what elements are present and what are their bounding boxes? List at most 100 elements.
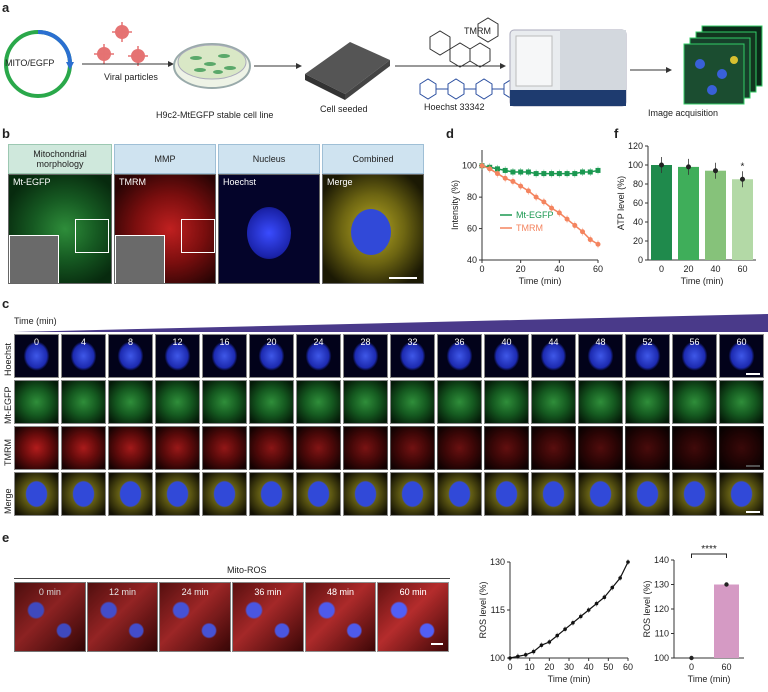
ebar-x-tick-label: 60 [721, 662, 731, 672]
tile-merge-32 [390, 472, 435, 516]
d-legend-label: TMRM [516, 223, 543, 233]
tile-merge-40 [484, 472, 529, 516]
d-point [587, 237, 593, 243]
image-mt-egfp: Mt-EGFP [8, 174, 112, 284]
time-point-label: 52 [642, 337, 653, 347]
tile-hoechst-56: 56 [672, 334, 717, 378]
tile-mt-egfp-12 [155, 380, 200, 424]
tile-merge-4 [61, 472, 106, 516]
d-series-line-1 [481, 165, 599, 245]
row-label-hoechst: Hoechst [3, 342, 13, 376]
f-x-tick-label: 60 [737, 264, 747, 274]
tile-tmrm-24 [296, 426, 341, 470]
ros-time-label: 36 min [254, 587, 282, 597]
row-label-merge: Merge [3, 488, 13, 514]
f-bar-20 [678, 166, 699, 260]
image-merge: Merge [322, 174, 424, 284]
cell-seeded-label: Cell seeded [320, 104, 368, 114]
f-point [713, 168, 718, 174]
ebar-y-tick-label: 140 [654, 555, 669, 565]
eline-x-tick-label: 20 [544, 662, 554, 672]
ros-time-label: 48 min [326, 587, 354, 597]
eline-point [547, 640, 552, 644]
time-point-label: 56 [689, 337, 700, 347]
tile-tmrm-40 [484, 426, 529, 470]
time-point-label: 48 [595, 337, 606, 347]
eline-y-tick-label: 115 [491, 605, 505, 615]
d-point [556, 171, 562, 177]
eline-point [508, 656, 512, 660]
eline-point [594, 601, 599, 606]
tmrm-label: TMRM [464, 26, 491, 36]
f-point [659, 162, 664, 168]
d-point [533, 194, 539, 200]
ros-image-24-min: 24 min [159, 582, 231, 652]
tile-merge-24 [296, 472, 341, 516]
panel-c-letter: c [2, 296, 10, 311]
tile-mt-egfp-36 [437, 380, 482, 424]
eline-x-tick-label: 30 [564, 662, 574, 672]
ebar-significance: **** [701, 544, 717, 555]
tile-hoechst-60: 60 [719, 334, 764, 378]
f-significance: * [741, 161, 745, 172]
d-series-line-0 [481, 164, 599, 175]
tile-merge-12 [155, 472, 200, 516]
eline-x-tick-label: 60 [623, 662, 633, 672]
f-x-tick-label: 20 [683, 264, 693, 274]
f-y-label: ATP level (%) [616, 176, 626, 230]
tile-mt-egfp-8 [108, 380, 153, 424]
ros-image-strip: 0 min 12 min 24 min 36 min 48 min 60 min [14, 582, 450, 652]
time-point-label: 44 [548, 337, 559, 347]
eline-point [610, 585, 615, 590]
tile-merge-20 [249, 472, 294, 516]
plasmid-insert [37, 30, 72, 65]
d-point [549, 171, 555, 177]
d-point [510, 178, 516, 184]
f-point [740, 176, 745, 182]
ebar-x-tick-label: 0 [689, 662, 694, 672]
tile-tmrm-60 [719, 426, 764, 470]
mito-ros-title: Mito-ROS [227, 565, 267, 575]
chart-d: 0 20 40 60 40 60 80 100 Time (min) Intensity (%) M… [450, 150, 603, 286]
hoechst-structure-icon [419, 78, 521, 100]
d-point [587, 169, 593, 175]
eline-y-tick-label: 130 [490, 557, 505, 567]
d-point [502, 175, 508, 181]
chart-e-line: 0 10 20 30 40 50 60 100 115 130 Time (min) ROS leve… [478, 557, 633, 684]
f-bar-40 [705, 170, 726, 260]
scale-bar [746, 511, 760, 513]
d-point [518, 183, 524, 189]
tile-hoechst-32: 32 [390, 334, 435, 378]
ros-time-label: 24 min [181, 587, 209, 597]
tile-tmrm-52 [625, 426, 670, 470]
tile-tmrm-16 [202, 426, 247, 470]
ebar-y-label: ROS level (%) [642, 580, 652, 637]
eline-point [539, 643, 544, 647]
time-point-label: 20 [266, 337, 277, 347]
tile-mt-egfp-32 [390, 380, 435, 424]
ebar-point [724, 582, 729, 587]
tile-hoechst-8: 8 [108, 334, 153, 378]
tile-merge-60 [719, 472, 764, 516]
panel-d-letter: d [446, 126, 454, 141]
ebar-y-tick-label: 110 [655, 629, 669, 639]
tile-hoechst-44: 44 [531, 334, 576, 378]
eline-x-tick-label: 0 [507, 662, 512, 672]
tile-merge-44 [531, 472, 576, 516]
tile-mt-egfp-52 [625, 380, 670, 424]
panel-f-letter: f [614, 126, 619, 141]
header-mito-morphology: Mitochondrial morphology [8, 144, 112, 174]
image-tmrm: TMRM [114, 174, 216, 284]
tile-mt-egfp-40 [484, 380, 529, 424]
timelapse-grid: 0 4 8 12 16 20 24 28 32 36 40 44 48 52 56 60 [14, 334, 766, 520]
tile-hoechst-12: 12 [155, 334, 200, 378]
d-x-tick-label: 60 [593, 264, 603, 274]
ros-image-0-min: 0 min [14, 582, 86, 652]
chart-e-bar: 100 110 120 130 140 Time (min) ROS level (%) 0 6… [642, 544, 744, 684]
eline-point [586, 608, 591, 612]
eline-y-tick-label: 100 [490, 653, 505, 663]
image-stack-icon [683, 25, 763, 105]
tile-tmrm-20 [249, 426, 294, 470]
tile-merge-56 [672, 472, 717, 516]
ros-time-label: 0 min [38, 587, 61, 597]
